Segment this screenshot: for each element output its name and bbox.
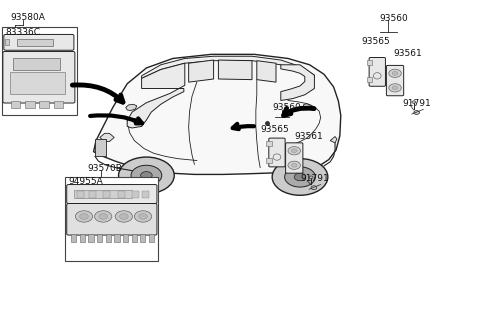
Bar xyxy=(367,77,372,82)
Circle shape xyxy=(134,211,152,222)
Circle shape xyxy=(115,211,132,222)
Text: 93580A: 93580A xyxy=(11,13,46,22)
Circle shape xyxy=(392,86,398,90)
Bar xyxy=(88,234,94,242)
Text: 93565: 93565 xyxy=(261,125,289,134)
FancyBboxPatch shape xyxy=(67,204,157,235)
Circle shape xyxy=(288,147,300,155)
Bar xyxy=(97,234,102,242)
Text: 93565: 93565 xyxy=(361,37,390,46)
Circle shape xyxy=(285,167,315,187)
Bar xyxy=(5,40,9,45)
Text: 93561: 93561 xyxy=(394,49,422,58)
Circle shape xyxy=(291,149,297,153)
Bar xyxy=(11,101,20,108)
Bar xyxy=(71,234,76,242)
Polygon shape xyxy=(127,63,185,128)
Circle shape xyxy=(120,214,128,219)
Polygon shape xyxy=(281,65,314,100)
Polygon shape xyxy=(94,54,341,174)
Polygon shape xyxy=(303,104,311,108)
FancyBboxPatch shape xyxy=(286,143,303,173)
Circle shape xyxy=(392,71,398,75)
Bar xyxy=(114,234,120,242)
Text: 93561: 93561 xyxy=(295,132,324,141)
Polygon shape xyxy=(218,60,252,80)
Bar xyxy=(142,191,149,198)
Circle shape xyxy=(389,69,401,77)
Bar xyxy=(39,101,49,108)
Bar xyxy=(106,234,111,242)
Text: 83336C: 83336C xyxy=(6,28,41,37)
Bar xyxy=(25,101,35,108)
Circle shape xyxy=(291,163,297,167)
Circle shape xyxy=(80,214,88,219)
Circle shape xyxy=(99,214,108,219)
Bar xyxy=(89,191,96,198)
Circle shape xyxy=(309,176,313,179)
Bar xyxy=(13,58,60,70)
Bar xyxy=(10,72,65,94)
Circle shape xyxy=(288,161,300,169)
FancyBboxPatch shape xyxy=(4,34,74,50)
Circle shape xyxy=(389,84,401,92)
Bar xyxy=(54,101,63,108)
Circle shape xyxy=(131,165,162,185)
FancyBboxPatch shape xyxy=(386,65,404,96)
FancyBboxPatch shape xyxy=(3,52,75,103)
Bar xyxy=(118,191,125,198)
FancyBboxPatch shape xyxy=(369,58,385,86)
Circle shape xyxy=(294,173,306,181)
Polygon shape xyxy=(330,137,337,143)
Text: 93570B: 93570B xyxy=(87,164,122,173)
Bar xyxy=(65,177,158,261)
Text: 93560: 93560 xyxy=(272,103,301,112)
Bar xyxy=(2,27,77,115)
Polygon shape xyxy=(142,56,314,78)
Polygon shape xyxy=(100,133,114,142)
Bar xyxy=(149,234,154,242)
Bar xyxy=(103,191,110,198)
Text: 91791: 91791 xyxy=(300,174,329,183)
Bar xyxy=(77,191,84,198)
Bar xyxy=(266,158,272,163)
Bar xyxy=(17,39,53,46)
Bar xyxy=(123,234,128,242)
Bar xyxy=(140,234,145,242)
Bar xyxy=(367,60,372,65)
Circle shape xyxy=(311,186,317,190)
Bar xyxy=(266,141,272,146)
Text: 94955A: 94955A xyxy=(69,177,103,186)
Circle shape xyxy=(75,211,93,222)
FancyBboxPatch shape xyxy=(269,138,285,167)
Bar xyxy=(132,191,139,198)
Circle shape xyxy=(414,111,420,114)
Text: 91791: 91791 xyxy=(402,99,431,108)
Circle shape xyxy=(412,101,416,103)
Polygon shape xyxy=(126,104,137,111)
Polygon shape xyxy=(257,61,276,82)
Bar xyxy=(74,190,132,198)
Circle shape xyxy=(119,157,174,194)
Circle shape xyxy=(139,214,147,219)
FancyBboxPatch shape xyxy=(67,185,157,204)
Circle shape xyxy=(95,211,112,222)
Text: 93560: 93560 xyxy=(379,14,408,23)
Bar xyxy=(132,234,137,242)
Polygon shape xyxy=(189,60,214,82)
Bar xyxy=(80,234,85,242)
Bar xyxy=(95,139,106,156)
Circle shape xyxy=(272,159,328,195)
Circle shape xyxy=(141,172,152,179)
